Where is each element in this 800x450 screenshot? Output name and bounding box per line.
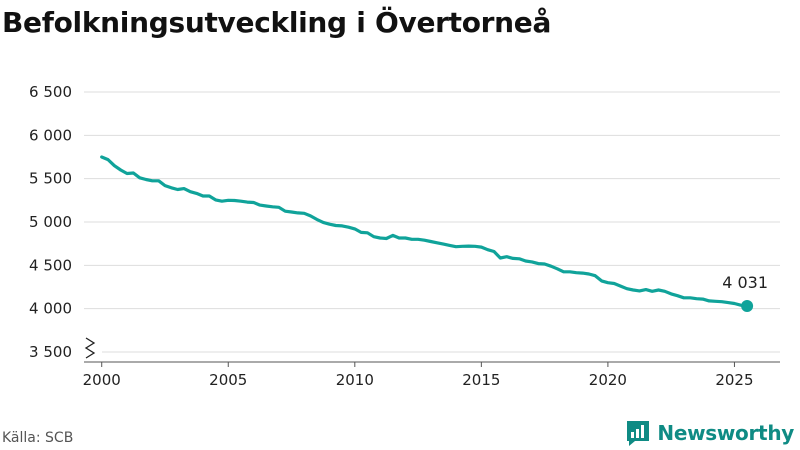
y-tick-label: 4 500 [29,256,72,274]
x-tick-label: 2010 [336,371,374,389]
y-tick-label: 5 000 [29,213,72,231]
y-tick-label: 3 500 [29,343,72,361]
series-line [100,155,749,308]
y-tick-label: 4 000 [29,300,72,318]
x-tick-label: 2025 [715,371,753,389]
x-tick-label: 2015 [462,371,500,389]
x-axis: 2000 2005 2010 2015 2020 2025 [83,361,780,389]
axis-break-mark [84,337,96,359]
brand-name: Newsworthy [657,421,794,445]
series-group [100,155,749,308]
y-axis-ticks: 3 500 4 000 4 500 5 000 5 500 6 000 6 500 [29,83,72,361]
x-tick-label: 2020 [589,371,627,389]
newsworthy-logo-icon [627,421,650,446]
end-point-marker [741,299,754,312]
annotations: 4 031 [722,273,768,312]
y-tick-label: 6 000 [29,126,72,144]
brand-logo[interactable]: Newsworthy [625,419,794,447]
x-tick-label: 2000 [83,371,121,389]
source-note: Källa: SCB [2,430,74,446]
axis-break-icon [84,337,96,359]
y-tick-label: 6 500 [29,83,72,101]
y-tick-label: 5 500 [29,170,72,188]
x-tick-label: 2005 [209,371,247,389]
end-value-label: 4 031 [722,273,768,292]
grid-lines [84,91,780,353]
chart-title: Befolkningsutveckling i Övertorneå [2,6,552,39]
